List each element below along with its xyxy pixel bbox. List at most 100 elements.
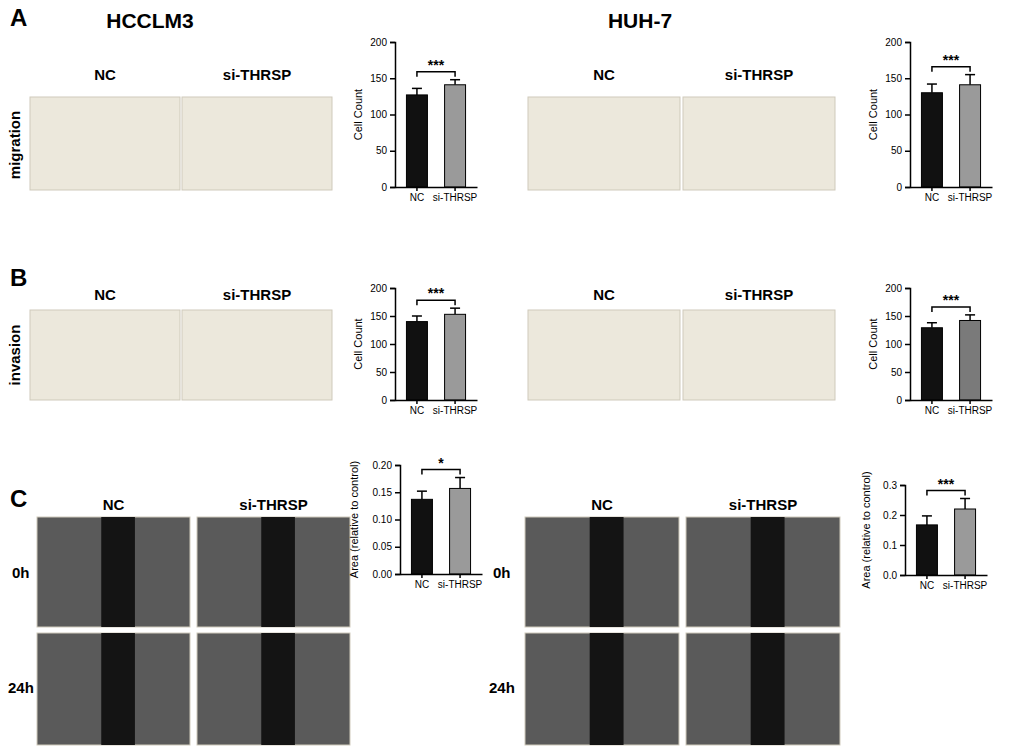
error-bar-stem: [454, 80, 456, 85]
tick-label: 50: [891, 145, 903, 156]
error-bar: [927, 84, 937, 93]
error-bar: [412, 316, 422, 322]
error-bar-stem: [931, 323, 933, 328]
plot-area: [921, 315, 980, 400]
tick-label: NC: [925, 405, 939, 416]
micrograph: [197, 633, 350, 745]
scratch-gap: [261, 517, 295, 627]
tick-label: 100: [370, 109, 387, 120]
y-axis: 050100150200: [885, 37, 910, 193]
tick-mark: [905, 151, 910, 153]
tick-label: 50: [376, 145, 388, 156]
error-bar: [922, 516, 932, 525]
tick-label: 0: [381, 182, 387, 193]
y-axis: 0.000.050.100.150.20: [373, 460, 401, 580]
tick: NC: [410, 187, 424, 203]
error-bar: [450, 308, 460, 314]
tick: 0: [896, 182, 910, 193]
micrograph: [528, 97, 680, 190]
error-bar-stem: [459, 478, 461, 489]
micrograph-background: [528, 310, 680, 400]
micrograph: [182, 97, 332, 190]
tick-label: 150: [370, 311, 387, 322]
micrograph: [686, 633, 840, 745]
tick: 200: [885, 37, 910, 48]
tick-mark: [395, 574, 400, 576]
tick: 200: [370, 283, 395, 294]
significance-label: ***: [943, 52, 960, 68]
tick: 200: [885, 283, 910, 294]
y-axis: 050100150200: [370, 283, 395, 406]
tick-mark: [969, 400, 971, 404]
bar-chart: 050100150200NCsi-THRSPCell Count***: [352, 283, 478, 416]
tick-mark: [900, 515, 905, 517]
group-label: si-THRSP: [725, 286, 793, 303]
tick: si-THRSP: [433, 187, 478, 203]
tick-mark: [390, 114, 395, 116]
tick-mark: [459, 574, 461, 578]
tick-mark: [390, 344, 395, 346]
time-label: 0h: [493, 564, 511, 581]
tick-mark: [905, 316, 910, 318]
error-bar: [965, 75, 975, 85]
tick-label: 150: [370, 73, 387, 84]
micrograph: [30, 97, 180, 190]
tick: 150: [370, 311, 395, 322]
error-bar-cap: [412, 88, 422, 90]
bar-chart: 050100150200NCsi-THRSPCell Count***: [867, 37, 993, 203]
group-label: si-THRSP: [725, 66, 793, 83]
scratch-gap: [101, 633, 135, 745]
time-label: 0h: [12, 564, 30, 581]
axis-line: [395, 466, 401, 575]
error-bar-stem: [416, 316, 418, 322]
error-bar-stem: [416, 88, 418, 95]
tick-label: NC: [410, 405, 424, 416]
error-bar-cap: [922, 515, 932, 517]
tick-mark: [905, 288, 910, 290]
tick-mark: [395, 492, 400, 494]
tick: 150: [885, 311, 910, 322]
tick: 0.15: [373, 487, 400, 498]
tick-label: 200: [885, 37, 902, 48]
tick-mark: [905, 400, 910, 402]
tick: NC: [410, 400, 424, 416]
bar-chart: 050100150200NCsi-THRSPCell Count***: [352, 37, 478, 203]
axis-line: [911, 187, 993, 189]
micrograph: [525, 633, 679, 745]
axis-line: [396, 187, 478, 189]
scratch-gap: [751, 517, 785, 627]
micrograph-background: [683, 310, 835, 400]
panel-letter: B: [10, 264, 27, 291]
tick-label: 0.10: [373, 514, 393, 525]
micrograph: [182, 310, 332, 400]
tick-mark: [905, 114, 910, 116]
x-axis: NCsi-THRSP: [906, 575, 988, 591]
x-axis: NC si-THRSP: [396, 187, 478, 203]
tick-mark: [390, 78, 395, 80]
micrograph-background: [197, 633, 350, 745]
error-bar: [927, 323, 937, 328]
axis-line: [401, 574, 483, 576]
micrograph-background: [686, 517, 840, 627]
scratch-gap: [101, 517, 135, 627]
axis-line: [390, 43, 396, 188]
tick-mark: [395, 465, 400, 467]
error-bar: [455, 478, 465, 489]
micrograph: [528, 310, 680, 400]
micrograph-background: [182, 97, 332, 190]
micrograph-background: [37, 633, 190, 745]
x-axis: NCsi-THRSP: [396, 400, 478, 416]
group-label: NC: [591, 496, 613, 513]
tick: 200: [370, 37, 395, 48]
error-bar-cap: [965, 314, 975, 316]
error-bar: [417, 491, 427, 499]
error-bar: [450, 80, 460, 85]
tick: si-THRSP: [943, 575, 988, 591]
tick: NC: [925, 400, 939, 416]
group-label: si-THRSP: [223, 286, 291, 303]
tick: 0.05: [373, 541, 400, 552]
tick-label: 200: [370, 37, 387, 48]
micrograph: [686, 517, 840, 627]
error-bar-cap: [450, 307, 460, 309]
error-bar-stem: [421, 491, 423, 499]
